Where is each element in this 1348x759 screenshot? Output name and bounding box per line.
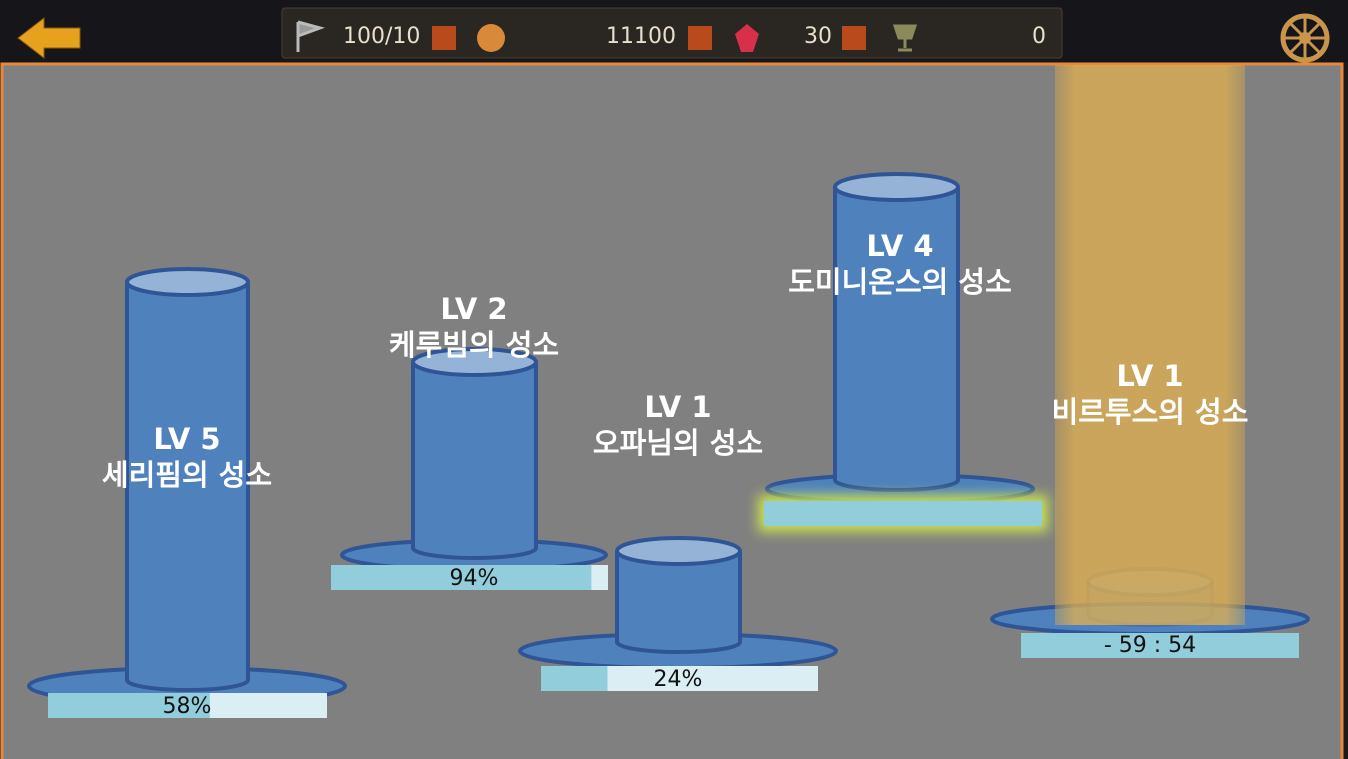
progress-label: 94% bbox=[450, 566, 499, 591]
progress-track bbox=[764, 501, 1042, 526]
gold-value: 11100 bbox=[606, 24, 676, 49]
progress-label: 24% bbox=[654, 667, 703, 692]
castle-level: LV 4 bbox=[866, 229, 933, 263]
castle-tower bbox=[617, 551, 740, 652]
gold-icon bbox=[477, 24, 505, 52]
castle-top bbox=[835, 174, 958, 200]
progress-label: 58% bbox=[163, 694, 212, 719]
timer-label: - 59 : 54 bbox=[1104, 633, 1196, 658]
gem-value: 30 bbox=[804, 24, 832, 49]
castle-level: LV 1 bbox=[1116, 359, 1183, 393]
game-screen: 100/10 11100 30 0 58% LV 5세리핌의 성소 94% LV 2케… bbox=[0, 0, 1348, 759]
castle-level: LV 2 bbox=[440, 292, 507, 326]
castle-name: 케루빔의 성소 bbox=[389, 328, 559, 362]
castle-name: 오파님의 성소 bbox=[593, 426, 763, 460]
castle-top bbox=[617, 538, 740, 564]
highlight-beam bbox=[1055, 65, 1245, 625]
add-button[interactable] bbox=[432, 26, 456, 50]
stamina-value: 100/10 bbox=[343, 24, 420, 49]
castle-name: 세리핌의 성소 bbox=[102, 458, 272, 492]
castle-name: 도미니온스의 성소 bbox=[788, 265, 1012, 299]
castle-top bbox=[127, 269, 248, 295]
add-button[interactable] bbox=[688, 26, 712, 50]
castle-level: LV 1 bbox=[644, 390, 711, 424]
castle-tower bbox=[413, 362, 536, 558]
add-button[interactable] bbox=[842, 26, 866, 50]
castle-level: LV 5 bbox=[153, 422, 220, 456]
trophy-value: 0 bbox=[1032, 24, 1046, 49]
settings-button[interactable] bbox=[1283, 16, 1327, 60]
progress-fill bbox=[541, 666, 607, 691]
castle-name: 비르투스의 성소 bbox=[1052, 395, 1249, 429]
